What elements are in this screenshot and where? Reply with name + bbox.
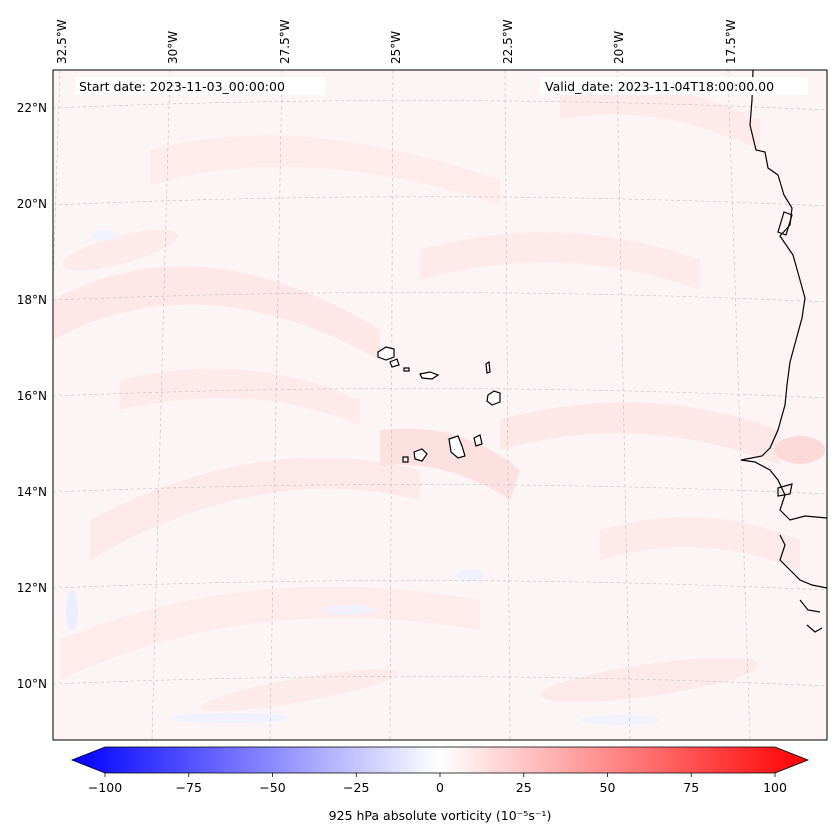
vorticity-field: [53, 84, 825, 725]
cape-verde-islands: [377, 346, 501, 463]
island-fogo: [413, 448, 428, 462]
island-boa-vista: [486, 390, 501, 406]
start-date-box: [75, 77, 325, 95]
lon-label: 20°W: [612, 31, 626, 64]
colorbar-tick-label: 25: [516, 780, 532, 795]
island-brava: [402, 456, 409, 463]
colorbar-tick-label: −100: [88, 780, 122, 795]
lon-label: 27.5°W: [278, 19, 292, 64]
island-maio: [473, 434, 483, 447]
lat-label: 10°N: [17, 677, 47, 691]
lon-label: 32.5°W: [55, 19, 69, 64]
island-sao-vicente: [389, 358, 400, 368]
start-date-label: Start date: 2023-11-03_00:00:00: [79, 79, 285, 94]
lat-label: 20°N: [17, 197, 47, 211]
lat-label: 18°N: [17, 293, 47, 307]
coastline: [740, 70, 827, 633]
map-panel: Start date: 2023-11-03_00:00:00 Valid_da…: [52, 69, 828, 741]
island-santo-antao: [377, 346, 395, 361]
colorbar-tick-label: 50: [600, 780, 616, 795]
latitude-labels: 22°N 20°N 18°N 16°N 14°N 12°N 10°N: [17, 101, 47, 691]
lat-label: 12°N: [17, 581, 47, 595]
longitude-labels: 32.5°W 30°W 27.5°W 25°W 22.5°W 20°W 17.5…: [55, 19, 738, 64]
colorbar-tick-label: 0: [436, 780, 444, 795]
lat-label: 16°N: [17, 389, 47, 403]
colorbar-tick-label: −50: [259, 780, 285, 795]
island-santiago: [448, 435, 466, 459]
colorbar-tick-labels: −100 −75 −50 −25 0 25 50 75 100: [88, 780, 787, 795]
valid-date-label: Valid_date: 2023-11-04T18:00:00.00: [545, 79, 774, 94]
colorbar-body: [70, 746, 810, 774]
gridlines: [53, 70, 827, 740]
colorbar-ticks: [104, 773, 776, 777]
lon-label: 25°W: [389, 31, 403, 64]
lon-label: 17.5°W: [724, 19, 738, 64]
colorbar-tick-label: 75: [683, 780, 699, 795]
island-sao-nicolau: [419, 371, 440, 380]
colorbar: −100 −75 −50 −25 0 25 50 75 100 925 hPa …: [70, 746, 810, 823]
colorbar-tick-label: 100: [763, 780, 787, 795]
colorbar-title: 925 hPa absolute vorticity (10⁻⁵s⁻¹): [329, 808, 552, 823]
colorbar-tick-label: −75: [176, 780, 202, 795]
lon-label: 30°W: [166, 31, 180, 64]
island-santa-luzia: [403, 367, 410, 372]
colorbar-tick-label: −25: [343, 780, 369, 795]
lat-label: 22°N: [17, 101, 47, 115]
african-coastline: [740, 70, 827, 633]
lat-label: 14°N: [17, 485, 47, 499]
lon-label: 22.5°W: [501, 19, 515, 64]
island-sal: [485, 360, 491, 374]
valid-date-box: [540, 77, 808, 95]
map-frame: [52, 69, 828, 741]
